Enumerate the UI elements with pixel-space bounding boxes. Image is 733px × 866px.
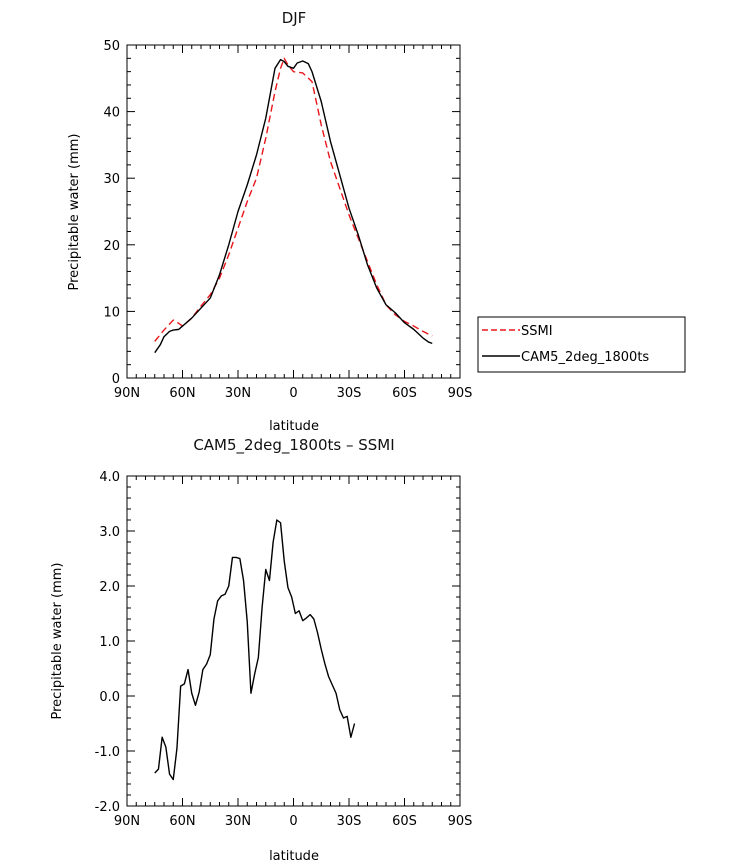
legend-label-ssmi: SSMI bbox=[521, 324, 553, 339]
x-tick-label: 90N bbox=[114, 386, 140, 401]
y-tick-label: 30 bbox=[103, 172, 120, 187]
top-panel-title: DJF bbox=[282, 9, 307, 27]
bottom-panel-title: CAM5_2deg_1800ts – SSMI bbox=[193, 436, 394, 455]
y-tick-label: 2.0 bbox=[99, 580, 120, 595]
top-y-axis-label: Precipitable water (mm) bbox=[67, 134, 82, 291]
x-tick-label: 30N bbox=[225, 814, 251, 829]
x-tick-label: 30S bbox=[337, 814, 362, 829]
x-tick-label: 90N bbox=[114, 814, 140, 829]
legend: SSMI CAM5_2deg_1800ts bbox=[477, 316, 686, 373]
x-tick-label: 90S bbox=[448, 386, 473, 401]
x-tick-label: 0 bbox=[289, 386, 297, 401]
bottom-y-axis-label: Precipitable water (mm) bbox=[50, 563, 65, 720]
y-tick-label: 20 bbox=[103, 239, 120, 254]
bottom-x-axis-label: latitude bbox=[269, 849, 319, 864]
bottom-panel: CAM5_2deg_1800ts – SSMI 90N 60N 30N 0 30S 60S… bbox=[50, 436, 472, 864]
y-tick-label: 10 bbox=[103, 305, 120, 320]
y-tick-label: 1.0 bbox=[99, 635, 120, 650]
y-tick-label: 4.0 bbox=[99, 470, 120, 485]
series-line-ssmi bbox=[154, 57, 433, 342]
top-x-axis-label: latitude bbox=[269, 419, 319, 434]
x-tick-label: 30N bbox=[225, 386, 251, 401]
legend-box bbox=[477, 316, 686, 373]
y-tick-label: 0 bbox=[112, 372, 120, 387]
x-tick-label: 60N bbox=[169, 814, 195, 829]
y-tick-label: -1.0 bbox=[95, 745, 120, 760]
series-line-difference bbox=[154, 519, 356, 781]
y-tick-label: 0.0 bbox=[99, 690, 120, 705]
x-tick-label: 60S bbox=[392, 814, 417, 829]
y-tick-label: 3.0 bbox=[99, 525, 120, 540]
top-panel: DJF 90N 60N 30N 0 30S 60S 90S 0 10 20 30 40 50 latit… bbox=[67, 9, 686, 434]
y-tick-label: 40 bbox=[103, 106, 120, 121]
x-tick-label: 0 bbox=[289, 814, 297, 829]
x-tick-label: 60S bbox=[392, 386, 417, 401]
y-tick-label: 50 bbox=[103, 39, 120, 54]
x-tick-label: 90S bbox=[448, 814, 473, 829]
top-panel-frame bbox=[126, 44, 461, 379]
legend-label-cam5: CAM5_2deg_1800ts bbox=[521, 350, 649, 365]
bottom-panel-frame bbox=[126, 475, 461, 807]
x-tick-label: 30S bbox=[337, 386, 362, 401]
x-tick-label: 60N bbox=[169, 386, 195, 401]
series-line-cam5-2deg-1800ts bbox=[154, 58, 433, 354]
y-tick-label: -2.0 bbox=[95, 800, 120, 815]
